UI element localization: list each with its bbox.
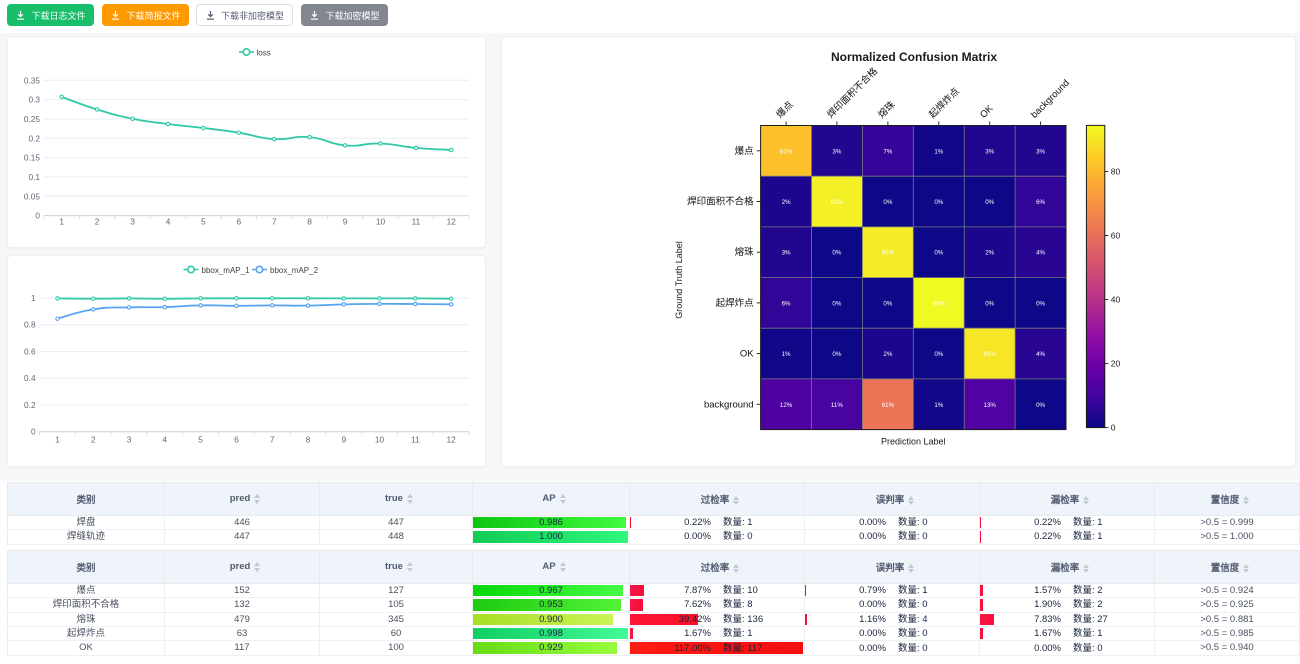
svg-text:Normalized Confusion Matrix: Normalized Confusion Matrix (831, 50, 997, 64)
svg-text:0: 0 (31, 427, 36, 437)
svg-text:0%: 0% (832, 250, 841, 257)
svg-text:12: 12 (447, 217, 457, 227)
svg-text:爆点: 爆点 (774, 98, 796, 120)
svg-text:7: 7 (270, 435, 275, 445)
svg-text:6: 6 (234, 435, 239, 445)
svg-text:2: 2 (91, 435, 96, 445)
svg-text:Prediction Label: Prediction Label (881, 437, 946, 447)
svg-text:1%: 1% (934, 148, 943, 155)
svg-text:5: 5 (201, 217, 206, 227)
svg-text:90%: 90% (882, 250, 895, 257)
svg-text:0%: 0% (985, 199, 994, 206)
svg-text:7%: 7% (883, 148, 892, 155)
svg-text:bbox_mAP_1: bbox_mAP_1 (202, 266, 251, 275)
svg-text:OK: OK (740, 349, 754, 360)
svg-text:81%: 81% (780, 148, 793, 155)
svg-text:6: 6 (236, 217, 241, 227)
svg-text:0%: 0% (883, 300, 892, 307)
svg-text:4: 4 (162, 435, 167, 445)
svg-text:5: 5 (198, 435, 203, 445)
svg-text:0%: 0% (883, 199, 892, 206)
svg-text:91%: 91% (831, 199, 844, 206)
svg-text:焊印面积不合格: 焊印面积不合格 (687, 196, 754, 208)
svg-text:1: 1 (59, 217, 64, 227)
svg-text:11%: 11% (831, 402, 843, 409)
svg-text:80: 80 (1111, 167, 1121, 177)
svg-text:4%: 4% (1036, 351, 1045, 358)
svg-text:2%: 2% (883, 351, 892, 358)
svg-text:bbox_mAP_2: bbox_mAP_2 (270, 266, 319, 275)
svg-text:0.35: 0.35 (24, 75, 41, 85)
svg-text:1%: 1% (934, 402, 943, 409)
svg-text:1: 1 (55, 435, 60, 445)
svg-text:起焊炸点: 起焊炸点 (716, 297, 755, 309)
svg-text:12%: 12% (780, 402, 793, 409)
svg-text:12: 12 (446, 435, 456, 445)
svg-text:0.8: 0.8 (24, 320, 36, 330)
svg-text:4: 4 (166, 217, 171, 227)
svg-text:0%: 0% (1036, 300, 1045, 307)
svg-text:60: 60 (1111, 231, 1121, 241)
svg-text:0.4: 0.4 (24, 373, 36, 383)
svg-text:9: 9 (343, 217, 348, 227)
svg-text:爆点: 爆点 (735, 145, 755, 157)
svg-text:熔珠: 熔珠 (876, 98, 898, 120)
svg-text:0.2: 0.2 (28, 133, 40, 143)
svg-text:89%: 89% (984, 351, 997, 358)
svg-text:40: 40 (1111, 295, 1121, 305)
svg-text:93%: 93% (933, 300, 946, 307)
svg-text:10: 10 (375, 435, 385, 445)
svg-text:0%: 0% (1036, 402, 1045, 409)
svg-text:6%: 6% (1036, 199, 1045, 206)
svg-text:0.6: 0.6 (24, 347, 36, 357)
svg-text:4%: 4% (1036, 250, 1045, 257)
svg-text:8: 8 (306, 435, 311, 445)
svg-text:2%: 2% (985, 250, 994, 257)
svg-text:Ground Truth Label: Ground Truth Label (674, 241, 684, 319)
svg-text:3: 3 (127, 435, 132, 445)
svg-text:3: 3 (130, 217, 135, 227)
svg-text:11: 11 (412, 217, 421, 227)
svg-text:61%: 61% (882, 402, 895, 409)
svg-text:起焊炸点: 起焊炸点 (926, 85, 962, 121)
svg-text:2%: 2% (782, 199, 791, 206)
svg-text:0.2: 0.2 (24, 400, 36, 410)
svg-text:0%: 0% (832, 351, 841, 358)
svg-text:6%: 6% (782, 300, 791, 307)
svg-text:0%: 0% (934, 250, 943, 257)
svg-text:0: 0 (1111, 423, 1116, 433)
svg-text:0.15: 0.15 (24, 153, 41, 163)
svg-text:0%: 0% (934, 351, 943, 358)
svg-text:10: 10 (376, 217, 386, 227)
svg-text:0%: 0% (985, 300, 994, 307)
svg-text:熔珠: 熔珠 (735, 246, 755, 258)
svg-text:焊印面积不合格: 焊印面积不合格 (825, 65, 881, 121)
svg-text:11: 11 (411, 435, 420, 445)
svg-text:0.05: 0.05 (24, 191, 41, 201)
svg-text:7: 7 (272, 217, 277, 227)
svg-text:OK: OK (978, 103, 996, 121)
svg-text:0.3: 0.3 (28, 95, 40, 105)
svg-text:20: 20 (1111, 359, 1121, 369)
svg-text:2: 2 (95, 217, 100, 227)
svg-text:background: background (704, 399, 754, 410)
svg-text:0%: 0% (934, 199, 943, 206)
svg-text:background: background (1029, 78, 1072, 121)
svg-text:3%: 3% (832, 148, 841, 155)
svg-text:9: 9 (341, 435, 346, 445)
svg-text:0.25: 0.25 (24, 114, 41, 124)
svg-text:3%: 3% (1036, 148, 1045, 155)
svg-text:1: 1 (31, 293, 36, 303)
svg-text:8: 8 (307, 217, 312, 227)
svg-text:1%: 1% (782, 351, 791, 358)
svg-text:13%: 13% (984, 402, 997, 409)
svg-text:3%: 3% (782, 250, 791, 257)
svg-text:0%: 0% (832, 300, 841, 307)
svg-text:3%: 3% (985, 148, 994, 155)
svg-text:loss: loss (257, 49, 271, 58)
svg-text:0.1: 0.1 (28, 172, 40, 182)
svg-text:0: 0 (35, 211, 40, 221)
